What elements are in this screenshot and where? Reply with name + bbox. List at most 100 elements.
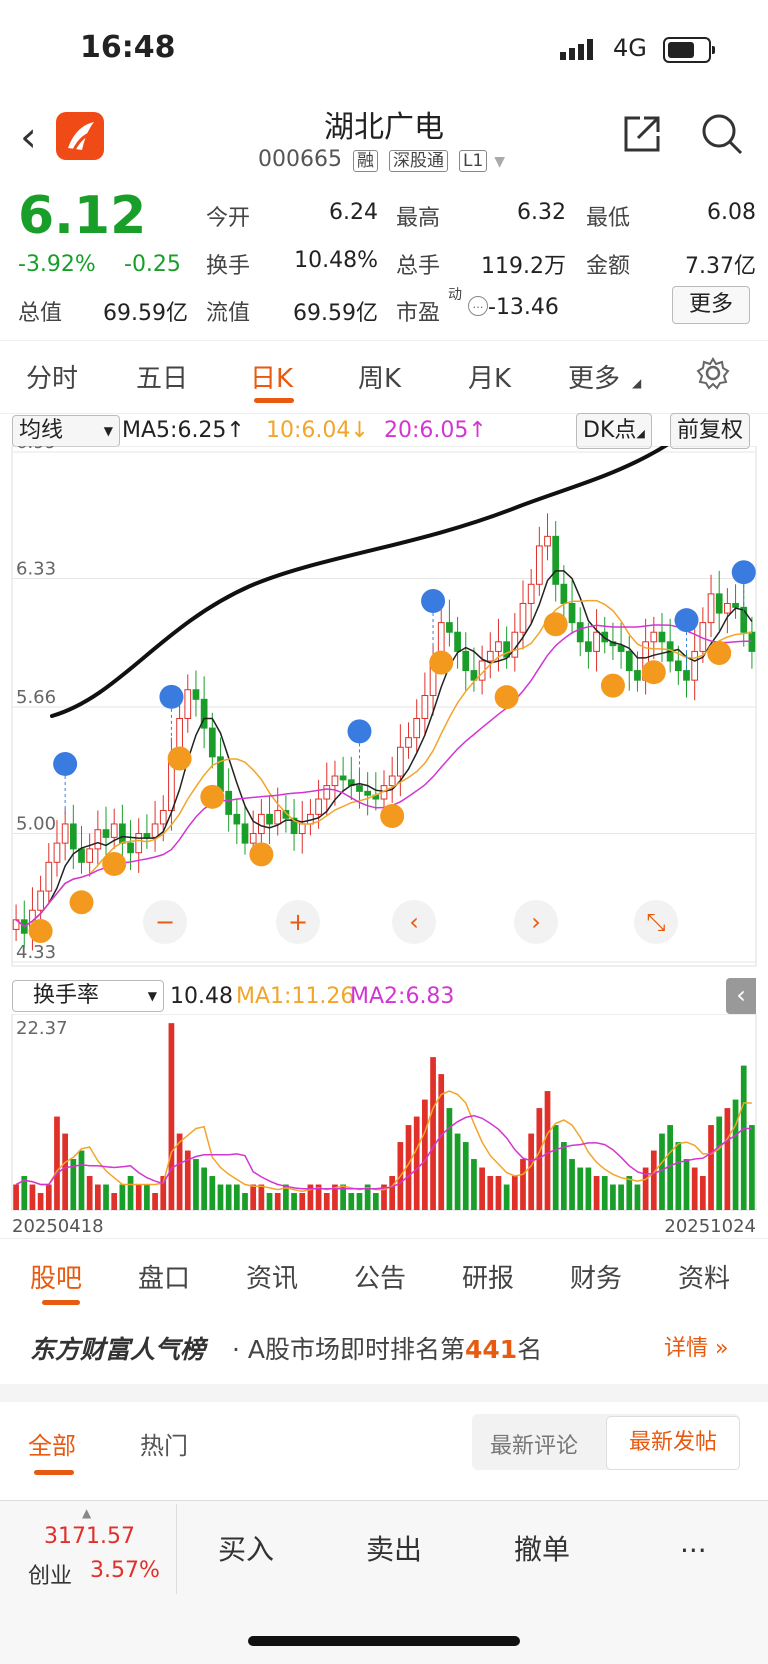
turnover-bar (724, 1108, 731, 1210)
scroll-right-button[interactable]: › (514, 900, 558, 944)
candle (127, 842, 134, 854)
feed-tab-all[interactable]: 全部 (28, 1432, 76, 1460)
share-icon[interactable] (620, 112, 664, 156)
tab-daily-k[interactable]: 日K (250, 364, 294, 394)
double-chevron-right-icon: » (715, 1336, 729, 1361)
turnover-bar (618, 1184, 624, 1210)
fullscreen-button[interactable]: ⤡ (634, 900, 678, 944)
turnover-bar (536, 1108, 543, 1210)
current-price: 6.12 (18, 186, 147, 246)
tab-profile[interactable]: 资料 (678, 1264, 731, 1294)
tab-weekly-k[interactable]: 周K (358, 364, 402, 394)
candle (143, 833, 151, 838)
stock-code: 000665 (258, 147, 342, 172)
turnover-bar (520, 1159, 526, 1210)
candle (446, 622, 453, 633)
turnover-bar (659, 1133, 665, 1210)
sell-button[interactable]: 卖出 (366, 1533, 423, 1566)
low-value: 6.08 (707, 200, 756, 225)
tab-order-book[interactable]: 盘口 (138, 1264, 191, 1294)
float-cap-label: 流值 (206, 301, 251, 326)
tab-five-day[interactable]: 五日 (136, 364, 189, 394)
adjust-button[interactable]: 前复权 (670, 413, 751, 449)
info-icon[interactable]: … (468, 296, 488, 316)
y-tick-label: 4.33 (16, 942, 56, 963)
kline-chart[interactable]: 6.99 6.33 5.66 5.00 4.33 − + ‹ › ⤡ (0, 446, 768, 974)
turnover-bar (422, 1099, 428, 1210)
candle (94, 829, 102, 850)
market-cap: 69.59亿 (103, 301, 188, 326)
turnover-bar (610, 1184, 616, 1210)
zoom-in-button-bg (276, 900, 320, 944)
zoom-in-button[interactable]: + (276, 900, 320, 944)
turnover-bar (37, 1193, 44, 1210)
turnover-bar (471, 1159, 477, 1210)
trade-signal-marker (200, 784, 225, 809)
candle (519, 602, 527, 633)
trade-signal-marker (69, 890, 94, 915)
turnover-bar (144, 1184, 150, 1210)
ranking-detail-link[interactable]: 详情 » (664, 1330, 728, 1362)
tab-financials[interactable]: 财务 (570, 1264, 623, 1294)
trade-signal-marker (249, 842, 274, 867)
turnover-bar (683, 1159, 690, 1210)
tab-research[interactable]: 研报 (462, 1264, 515, 1294)
open-value: 6.24 (329, 200, 378, 225)
scroll-left-button[interactable]: ‹ (392, 900, 436, 944)
turnover-bar (225, 1184, 232, 1210)
feed-tab-hot[interactable]: 热门 (140, 1432, 188, 1460)
tab-news[interactable]: 资讯 (246, 1264, 299, 1294)
high-label: 最高 (396, 206, 441, 231)
ma-select[interactable]: 均线 ▼ (12, 415, 120, 447)
back-icon[interactable]: ‹ (20, 112, 37, 161)
app-logo (56, 112, 104, 160)
dk-button[interactable]: DK点◢ (576, 413, 652, 449)
ranking-banner[interactable] (0, 1312, 768, 1384)
more-button[interactable]: 更多 (672, 286, 750, 324)
turnover-bar (307, 1184, 314, 1210)
turnover-bar (740, 1065, 747, 1210)
buy-button[interactable]: 买入 (218, 1533, 275, 1566)
tab-guba[interactable]: 股吧 (30, 1264, 83, 1294)
trade-signal-marker (494, 685, 519, 710)
chevron-down-icon[interactable]: ▼ (494, 154, 506, 170)
collapse-icon[interactable]: ‹ (726, 978, 756, 1014)
turnover-bar (217, 1184, 224, 1210)
candle (225, 790, 233, 815)
search-icon[interactable] (700, 112, 744, 156)
signal-icon (560, 39, 593, 60)
trade-signal-marker (102, 851, 127, 876)
tab-monthly-k[interactable]: 月K (468, 364, 512, 394)
section-tab-underline (42, 1300, 80, 1305)
turnover-bar (250, 1184, 257, 1210)
turnover-bar (340, 1184, 346, 1210)
section-tab-bar (0, 1238, 768, 1311)
gear-icon[interactable] (696, 356, 730, 390)
select-caret-icon: ▼ (103, 424, 113, 438)
scroll-left-button-bg (392, 900, 436, 944)
ma2-line (15, 1114, 752, 1190)
candle (290, 817, 298, 835)
more-actions-button[interactable]: ... (680, 1526, 707, 1559)
candle (715, 593, 723, 614)
tab-more[interactable]: 更多 (568, 364, 621, 394)
cancel-order-button[interactable]: 撤单 (514, 1533, 571, 1566)
turnover-bar (283, 1184, 289, 1210)
page-title: 湖北广电 (324, 110, 444, 145)
sort-latest-comment[interactable]: 最新评论 (490, 1434, 579, 1459)
sort-latest-post[interactable]: 最新发帖 (606, 1416, 740, 1470)
index-value[interactable]: 3171.57 (44, 1524, 135, 1549)
candle (249, 833, 257, 844)
indicator-select[interactable]: 换手率 ▼ (12, 980, 164, 1012)
zoom-out-button[interactable]: − (143, 900, 187, 944)
index-change[interactable]: 3.57% (90, 1558, 160, 1583)
turnover-bar (45, 1184, 52, 1210)
candle (396, 746, 404, 777)
change-amount: -0.25 (124, 252, 181, 277)
tab-announcements[interactable]: 公告 (354, 1264, 407, 1294)
turnover-bar (54, 1116, 60, 1210)
turnover-chart[interactable]: 22.37 20250418 20251024 (0, 1014, 768, 1238)
index-name[interactable]: 创业 (28, 1564, 73, 1589)
turnover-bar (201, 1167, 207, 1210)
tab-intraday[interactable]: 分时 (26, 364, 79, 394)
